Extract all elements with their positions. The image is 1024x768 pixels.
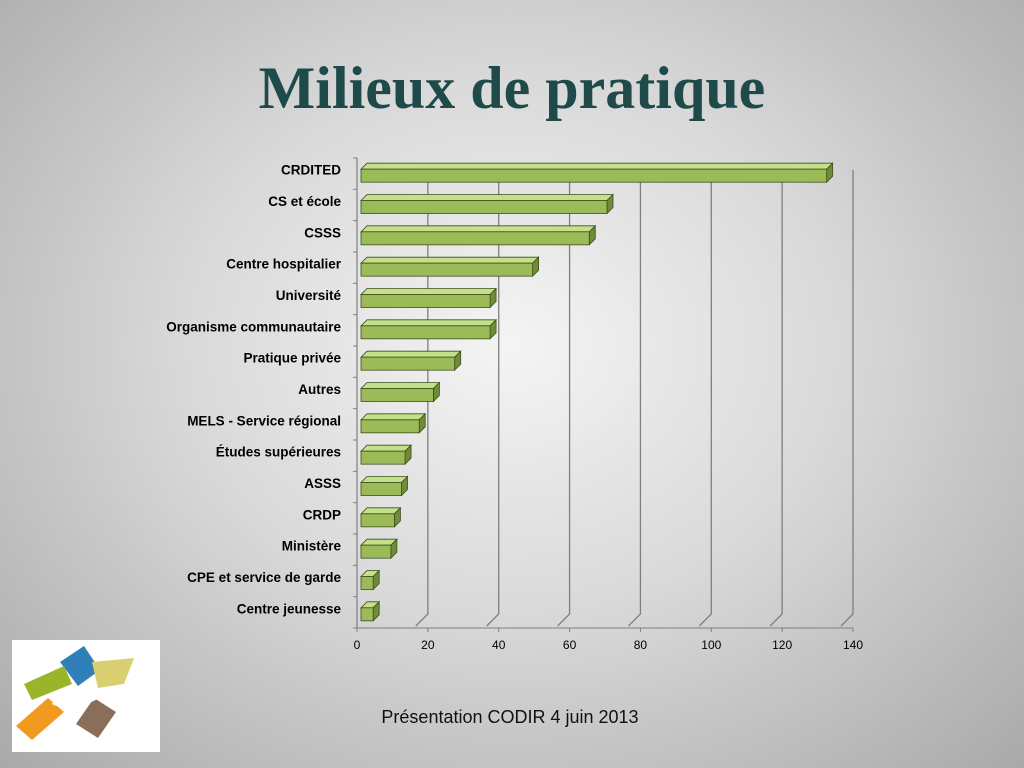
bar-top-face bbox=[360, 444, 413, 452]
gridlines bbox=[353, 157, 854, 632]
bar-front-face bbox=[360, 356, 456, 371]
category-label: Études supérieures bbox=[216, 445, 341, 460]
logo-orange-shape bbox=[16, 698, 64, 740]
bar-top-face bbox=[360, 194, 614, 201]
gridline bbox=[415, 170, 429, 627]
bar bbox=[360, 412, 427, 434]
gridline bbox=[486, 170, 500, 627]
bar-front-face bbox=[360, 231, 590, 246]
slide-title: Milieux de pratique bbox=[258, 55, 766, 121]
category-label: ASSS bbox=[304, 476, 341, 491]
bar-top-face bbox=[360, 507, 402, 515]
category-label: Centre jeunesse bbox=[237, 601, 342, 616]
logo-blue-shape bbox=[60, 646, 100, 686]
bar-front-face bbox=[360, 325, 491, 340]
bar bbox=[360, 162, 834, 184]
category-labels: CRDITED CS et école CSSS Centre hospitalier… bbox=[166, 163, 342, 617]
bar bbox=[360, 381, 441, 403]
x-tick-label: 120 bbox=[772, 638, 792, 652]
gridline bbox=[627, 170, 642, 627]
category-label: CRDITED bbox=[281, 163, 341, 178]
bar bbox=[360, 600, 381, 622]
x-tick-label: 0 bbox=[354, 638, 361, 652]
bar-front-face bbox=[360, 388, 434, 402]
category-label: Pratique privée bbox=[243, 351, 341, 366]
category-label: Université bbox=[276, 288, 342, 303]
logo-swoosh-shape bbox=[52, 682, 122, 708]
bar-top-face bbox=[360, 413, 427, 421]
bar bbox=[360, 538, 398, 560]
bar-front-face bbox=[360, 419, 420, 434]
bar-top-face bbox=[360, 382, 441, 389]
bar bbox=[360, 444, 413, 466]
bar-front-face bbox=[360, 576, 374, 590]
category-label: Ministère bbox=[282, 539, 342, 554]
x-tick-label: 60 bbox=[563, 638, 577, 652]
category-label: Autres bbox=[298, 382, 341, 397]
x-tick-label: 40 bbox=[492, 638, 506, 652]
x-tick-label: 80 bbox=[634, 638, 648, 652]
footer-text: Présentation CODIR 4 juin 2013 bbox=[381, 707, 639, 727]
bar-top-face bbox=[360, 225, 597, 233]
bar-front-face bbox=[360, 168, 828, 183]
x-tick-label: 100 bbox=[701, 638, 721, 652]
bar bbox=[360, 256, 540, 278]
x-tick-label: 20 bbox=[421, 638, 435, 652]
bar-top-face bbox=[360, 162, 834, 170]
category-label: Centre hospitalier bbox=[226, 257, 342, 272]
bars bbox=[360, 162, 834, 622]
category-label: CRDP bbox=[303, 507, 341, 522]
category-label: CPE et service de garde bbox=[187, 570, 341, 585]
bar bbox=[360, 350, 462, 372]
x-tick-label: 140 bbox=[843, 638, 863, 652]
bar-front-face bbox=[360, 544, 392, 559]
category-label: CS et école bbox=[268, 194, 341, 209]
bar-top-face bbox=[360, 319, 498, 327]
gridline bbox=[840, 170, 854, 627]
category-label: MELS - Service régional bbox=[187, 413, 341, 428]
bar-front-face bbox=[360, 607, 374, 622]
category-label: Organisme communautaire bbox=[166, 319, 341, 334]
bar-front-face bbox=[360, 513, 395, 528]
bar bbox=[360, 506, 402, 528]
bar bbox=[360, 224, 597, 246]
bar-top-face bbox=[360, 476, 409, 483]
bar-front-face bbox=[360, 450, 406, 465]
x-tick-labels: 0 20 40 60 80 100 120 140 bbox=[354, 638, 864, 652]
bar bbox=[360, 287, 498, 309]
category-label: CSSS bbox=[304, 225, 341, 240]
bar-top-face bbox=[360, 350, 462, 358]
organization-logo bbox=[12, 640, 160, 752]
bar-front-face bbox=[360, 200, 608, 214]
bar bbox=[360, 318, 498, 340]
bar-top-face bbox=[360, 288, 498, 295]
bar-top-face bbox=[360, 256, 540, 264]
bar-front-face bbox=[360, 262, 534, 277]
gridline bbox=[769, 170, 783, 627]
logo-green-shape bbox=[24, 666, 72, 700]
bar bbox=[360, 475, 409, 497]
gridline bbox=[698, 170, 712, 627]
bar bbox=[360, 569, 381, 591]
bar-front-face bbox=[360, 482, 402, 496]
gridline bbox=[557, 170, 571, 627]
logo-brown-shape bbox=[76, 698, 116, 738]
bar bbox=[360, 193, 614, 215]
logo-yellow-shape bbox=[92, 658, 134, 688]
bar-front-face bbox=[360, 294, 491, 308]
